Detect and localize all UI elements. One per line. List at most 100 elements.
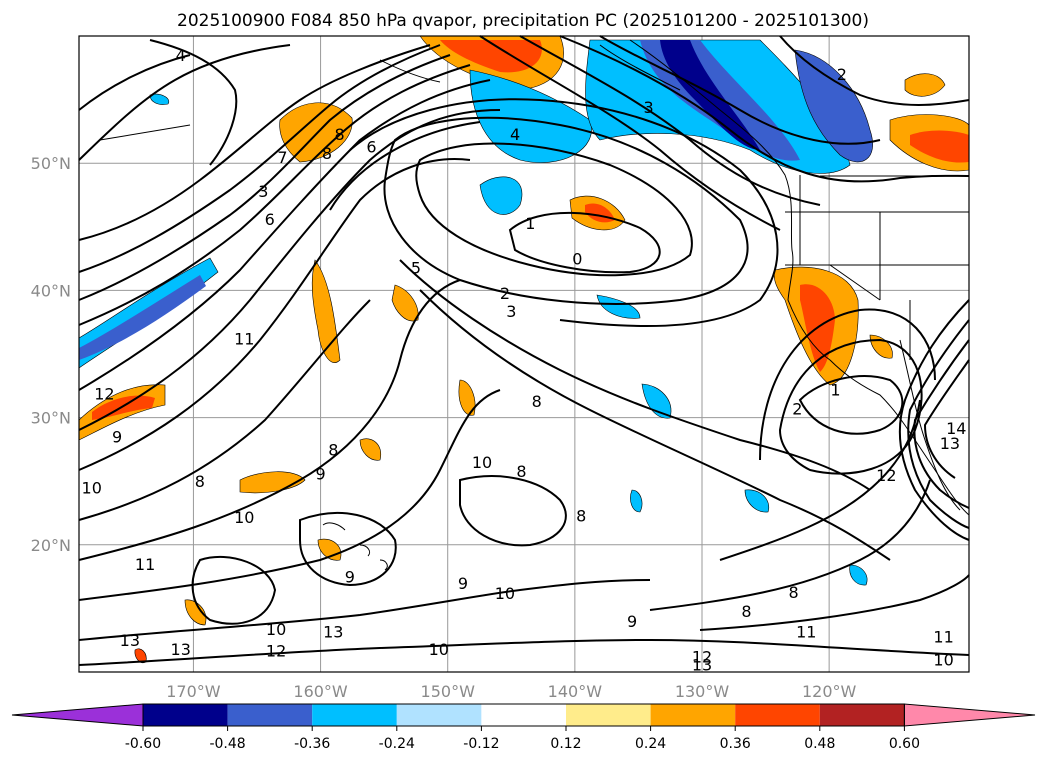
- contour-label: 13: [692, 655, 712, 674]
- coastline-mexico: [899, 339, 961, 511]
- contour-label: 8: [576, 507, 586, 526]
- precip-shade-negative: [630, 489, 643, 513]
- contour-label: 11: [933, 627, 953, 646]
- contour-label: 4: [510, 125, 520, 144]
- contour-line: [913, 339, 970, 509]
- contour-label: 12: [266, 641, 286, 660]
- contour-line: [78, 638, 970, 666]
- colorbar-outline: [142, 703, 905, 727]
- colorbar-box: [481, 704, 566, 726]
- contour-label: 11: [796, 622, 816, 641]
- contour-line: [191, 555, 277, 625]
- precip-shade-positive: [391, 284, 419, 322]
- lon-tick-label: 160°W: [293, 682, 348, 701]
- contour-line: [78, 279, 461, 561]
- contour-label: 2: [500, 284, 510, 303]
- lon-tick-label: 130°W: [675, 682, 730, 701]
- contour-label: 2: [837, 65, 847, 84]
- contour-line: [78, 64, 471, 326]
- contour-line: [78, 44, 431, 241]
- contour-line: [719, 399, 921, 561]
- contour-label: 12: [692, 648, 712, 667]
- contour-line: [383, 116, 749, 305]
- contour-line: [415, 142, 693, 277]
- contour-label: 10: [82, 479, 102, 498]
- contour-line: [419, 289, 891, 561]
- contour-line: [399, 259, 871, 491]
- colorbar-tick-label: -0.12: [463, 736, 499, 752]
- contour-line: [78, 79, 491, 391]
- precip-shade-positive: [904, 73, 946, 97]
- contour-label: 11: [234, 330, 254, 349]
- colorbar-extend-low: [11, 703, 144, 727]
- precip-shade-negative: [641, 383, 672, 419]
- contour-label: 1: [830, 381, 840, 400]
- contour-label: 8: [322, 144, 332, 163]
- coastline-aleutians: [99, 59, 441, 141]
- map-frame: [78, 35, 970, 673]
- lon-tick-label: 120°W: [802, 682, 857, 701]
- precip-shade-negative: [79, 275, 206, 360]
- contour-label: 8: [335, 125, 345, 144]
- colorbar: -0.60 -0.48 -0.36 -0.24 -0.12 0.12 0.24 0.36 0.4…: [11, 703, 1036, 752]
- colorbar-boxes: [11, 703, 1036, 727]
- precip-shade-positive: [184, 599, 207, 626]
- contour-label: 3: [506, 302, 516, 321]
- colorbar-tick-label: -0.36: [294, 736, 330, 752]
- contour-line: [779, 35, 970, 106]
- precip-shade-negative: [744, 489, 770, 513]
- contour-label: 7: [277, 148, 287, 167]
- precip-shade-positive: [239, 471, 306, 494]
- colorbar-box: [566, 704, 651, 726]
- contour-label: 8: [532, 392, 542, 411]
- contour-line: [759, 308, 936, 461]
- contour-line: [649, 479, 931, 611]
- contour-label: 0: [572, 250, 582, 269]
- contour-line: [78, 54, 451, 301]
- contour-label: 8: [328, 440, 338, 459]
- contour-line: [78, 44, 441, 273]
- qvapor-contours: [78, 35, 970, 666]
- contour-label: 10: [429, 640, 449, 659]
- precip-shade-negative: [849, 564, 868, 586]
- contour-line: [778, 338, 923, 475]
- figure-title: 2025100900 F084 850 hPa qvapor, precipit…: [177, 11, 869, 31]
- colorbar-box: [735, 704, 820, 726]
- colorbar-tick-label: -0.48: [209, 736, 245, 752]
- colorbar-box: [312, 704, 397, 726]
- colorbar-tick-label: 0.12: [550, 736, 581, 752]
- contour-line: [508, 211, 661, 274]
- contour-label: 9: [345, 568, 355, 587]
- contour-label: 11: [135, 555, 155, 574]
- lat-tick-label: 40°N: [31, 281, 71, 300]
- precip-shade-negative: [479, 176, 523, 215]
- precip-shading: [78, 35, 970, 663]
- lon-tick-label: 170°W: [166, 682, 221, 701]
- contour-label: 6: [265, 210, 275, 229]
- lat-tick-label: 20°N: [31, 536, 71, 555]
- colorbar-extend-high: [903, 703, 1036, 727]
- contour-label: 10: [266, 620, 286, 639]
- contour-label: 14: [946, 419, 966, 438]
- contour-label: 9: [458, 574, 468, 593]
- contour-label: 10: [234, 508, 254, 527]
- contour-line: [78, 579, 651, 641]
- contour-label: 6: [366, 138, 376, 157]
- colorbar-tick-label: 0.48: [804, 736, 835, 752]
- state-borders: [785, 175, 969, 360]
- contour-label: 12: [94, 384, 114, 403]
- colorbar-tick-label: 0.36: [720, 736, 751, 752]
- coastline-north-america: [599, 44, 681, 91]
- contour-line: [923, 359, 970, 479]
- precip-shade-positive: [440, 40, 542, 73]
- contour-label: 13: [171, 640, 191, 659]
- colorbar-box: [227, 704, 313, 726]
- contour-line: [299, 512, 397, 587]
- precip-shade-negative: [794, 49, 873, 163]
- contour-line: [459, 475, 567, 547]
- contour-label: 9: [627, 612, 637, 631]
- contour-line: [78, 54, 191, 111]
- contour-label: 2: [792, 400, 802, 419]
